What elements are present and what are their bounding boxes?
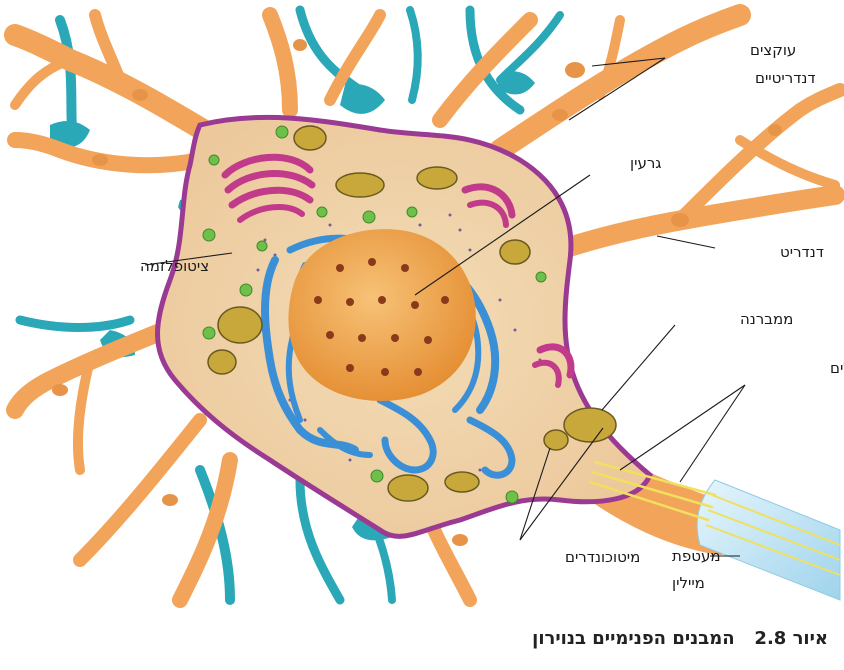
green-vesicles bbox=[202, 125, 547, 504]
neuron-diagram: עוקצים דנדריטיים גרעין ציטופלזמה דנדריט … bbox=[4, 4, 844, 608]
label-dendritic-spines-2: דנדריטיים bbox=[755, 69, 816, 87]
label-membrane: ממברנה bbox=[740, 310, 793, 328]
leader-lines bbox=[144, 57, 746, 557]
background-teal-fibers bbox=[15, 5, 564, 605]
cytoplasm-granules bbox=[256, 213, 542, 472]
microtubules bbox=[588, 460, 717, 522]
dendritic-spine-bumps bbox=[52, 39, 782, 546]
mitochondria-organelles bbox=[207, 125, 617, 502]
label-mitochondria: מיטוכונדרים bbox=[565, 548, 640, 566]
figure-caption: איור 2.8 המבנים הפנימיים בנוירון bbox=[0, 628, 828, 649]
figure-title: המבנים הפנימיים בנוירון bbox=[532, 628, 735, 649]
figure-number: איור 2.8 bbox=[754, 628, 828, 649]
label-myelin-2: מיילין bbox=[672, 574, 705, 592]
label-nucleolus: גרעין bbox=[630, 154, 661, 172]
golgi-apparatus bbox=[221, 153, 575, 388]
label-cytoplasm: ציטופלזמה bbox=[140, 257, 209, 275]
label-dendrite: דנדריט bbox=[780, 243, 824, 261]
label-dendritic-spines-1: עוקצים bbox=[750, 41, 796, 59]
nucleus bbox=[288, 229, 476, 402]
nuclear-pores bbox=[314, 258, 449, 376]
label-myelin-1: מעטפת bbox=[672, 547, 721, 565]
label-microtubules: מיקרוטובולים bbox=[830, 359, 844, 377]
myelin-sheath bbox=[696, 479, 841, 601]
